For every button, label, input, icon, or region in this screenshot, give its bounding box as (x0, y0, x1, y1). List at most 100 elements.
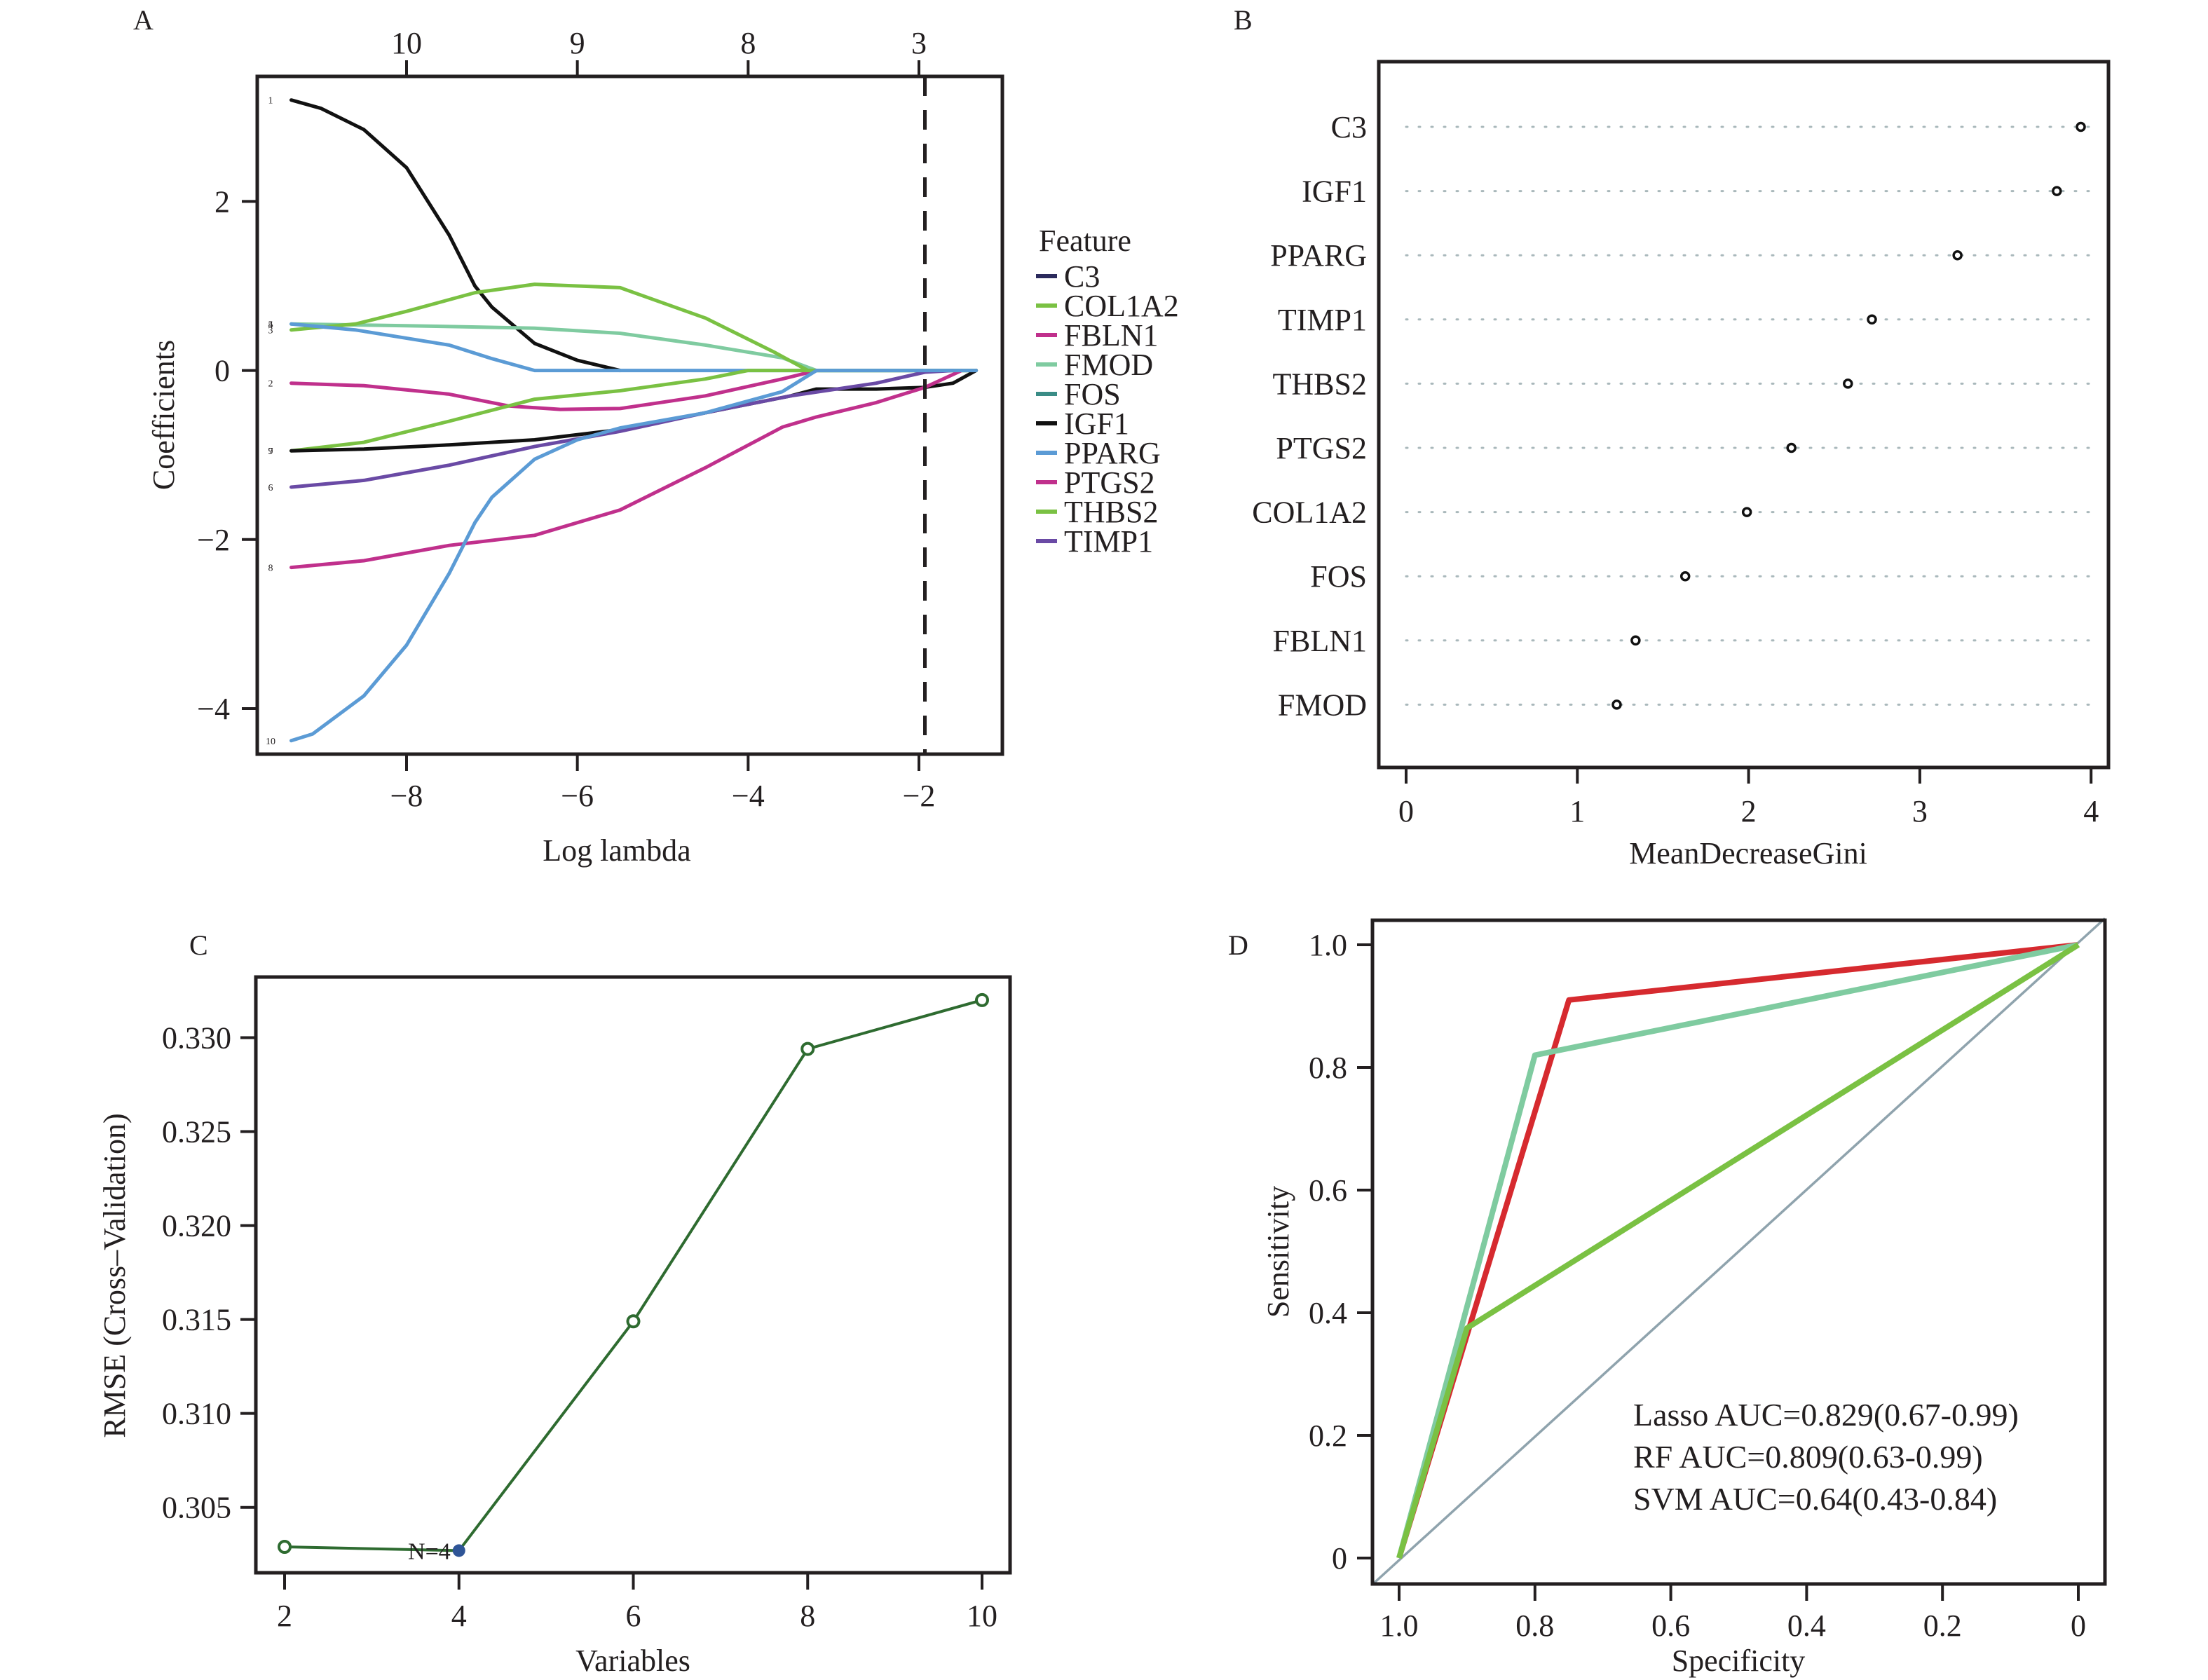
coefficient-path-2 (289, 369, 819, 411)
roc-curve-plot: 1.0 0.8 0.6 0.4 0.2 0 0 0.2 0.4 0.6 0.8 1.0 Lasso … (1261, 917, 2107, 1678)
y-axis: 0.305 0.310 0.315 0.320 0.325 0.330 (162, 1021, 256, 1525)
legend: Feature C3COL1A2FBLN1FMODFOSIGF1PPARGPTG… (1036, 224, 1179, 559)
y-tick-label: 0.4 (1309, 1296, 1347, 1330)
x-tick-label: 0.6 (1651, 1609, 1690, 1643)
rmse-point (800, 1042, 815, 1056)
x-tick-label: 0.8 (1515, 1609, 1554, 1643)
importance-point-ptgs2 (1786, 442, 1797, 453)
y-axis-title: Sensitivity (1261, 1186, 1295, 1318)
panel-label-b: B (1234, 4, 1253, 36)
legend-title: Feature (1039, 224, 1131, 258)
x-tick-label: 1 (1569, 794, 1585, 828)
legend-label-lasso: Lasso AUC=0.829(0.67-0.99) (1633, 1397, 2019, 1433)
coefficient-path-1 (289, 98, 622, 373)
rmse-point (278, 1539, 292, 1554)
reference-diagonal (1371, 917, 2106, 1585)
x-tick-label: 10 (967, 1599, 997, 1633)
roc-curve-rf (1396, 942, 2079, 1559)
x-tick-label: 0 (2071, 1609, 2086, 1643)
plot-frame (1377, 60, 2111, 770)
x-tick-label: −6 (561, 779, 594, 813)
importance-point-timp1 (1867, 314, 1877, 325)
row-label-igf1: IGF1 (1302, 175, 1367, 209)
row-label-thbs2: THBS2 (1273, 367, 1367, 401)
legend-label-ptgs2: PTGS2 (1064, 465, 1155, 500)
x-axis: 2 4 6 8 10 (277, 1573, 997, 1633)
top-tick-label: 10 (391, 26, 422, 60)
importance-point-fmod (1611, 699, 1622, 710)
row-label-col1a2: COL1A2 (1252, 496, 1367, 530)
importance-point-col1a2 (1741, 507, 1752, 517)
legend-label-timp1: TIMP1 (1064, 524, 1153, 559)
coefficient-path-4 (289, 322, 979, 373)
importance-point-fbln1 (1630, 635, 1641, 646)
legend-label-fos: FOS (1064, 377, 1121, 411)
x-axis-title: MeanDecreaseGini (1629, 836, 1867, 870)
x-tick-label: 4 (451, 1599, 467, 1633)
path-label-3: 3 (268, 326, 273, 336)
row-label-c3: C3 (1331, 110, 1367, 144)
path-label-9: 9 (268, 446, 273, 457)
coefficient-path-9 (289, 369, 979, 453)
x-tick-label: −2 (903, 779, 936, 813)
row-label-timp1: TIMP1 (1278, 303, 1367, 337)
path-label-10: 10 (266, 737, 275, 747)
y-axis-title: Coefficients (146, 340, 181, 490)
roc-curve-svm (1396, 942, 2080, 1559)
y-tick-label: 0 (214, 354, 230, 388)
path-index-labels: 1 435 2 97 6 8 10 (266, 96, 275, 747)
importance-point-igf1 (2052, 186, 2062, 196)
y-tick-label: 0.6 (1309, 1173, 1347, 1208)
x-tick-label: 0.2 (1923, 1609, 1962, 1643)
x-tick-label: 3 (1912, 794, 1928, 828)
x-tick-label: 0.4 (1787, 1609, 1826, 1643)
legend-label-svm: SVM AUC=0.64(0.43-0.84) (1633, 1481, 1997, 1517)
y-tick-label: 2 (214, 184, 230, 219)
rmse-point (975, 992, 989, 1007)
rf-importance-dotplot: C3 IGF1 PPARG TIMP1 THBS2 PTGS2 COL1A2 FOS FBLN1… (1252, 60, 2111, 870)
y-tick-label: 0.310 (162, 1397, 231, 1431)
x-tick-label: 2 (277, 1599, 292, 1633)
x-tick-label: 0 (1398, 794, 1414, 828)
path-label-7: 7 (268, 446, 273, 457)
y-tick-label: 0 (1332, 1541, 1347, 1576)
legend-label-col1a2: COL1A2 (1064, 289, 1179, 323)
y-tick-label: 0.320 (162, 1209, 231, 1243)
plot-frame (1370, 918, 2107, 1586)
best-point (452, 1544, 465, 1557)
coefficient-paths (289, 98, 979, 743)
coefficient-path-3 (289, 282, 979, 373)
importance-point-c3 (2076, 121, 2086, 132)
best-n-annotation: N=4 (408, 1538, 451, 1564)
y-tick-label: 0.330 (162, 1021, 231, 1056)
y-tick-label: 0.2 (1309, 1419, 1347, 1453)
panel-label-d: D (1228, 929, 1248, 961)
legend-label-pparg: PPARG (1064, 436, 1161, 470)
y-axis: −4 −2 0 2 (197, 184, 257, 726)
y-tick-label: 0.315 (162, 1303, 231, 1337)
legend-label-igf1: IGF1 (1064, 407, 1129, 441)
coefficient-path-8 (289, 369, 964, 570)
roc-curves (1371, 917, 2106, 1585)
top-axis: 10 9 8 3 (391, 26, 927, 76)
plot-frame (255, 74, 1004, 756)
row-label-pparg: PPARG (1270, 238, 1367, 273)
y-tick-label: 0.305 (162, 1491, 231, 1525)
path-label-5: 5 (268, 320, 273, 330)
path-label-1: 1 (268, 96, 273, 107)
rmse-line: N=4 (278, 992, 989, 1564)
row-label-fmod: FMOD (1278, 688, 1367, 722)
x-axis: 0 1 2 3 4 (1398, 767, 2099, 828)
y-tick-label: 0.325 (162, 1115, 231, 1149)
path-label-2: 2 (268, 379, 273, 390)
x-axis: 1.0 0.8 0.6 0.4 0.2 0 (1380, 1584, 2086, 1643)
importance-point-thbs2 (1843, 378, 1853, 389)
panel-label-a: A (133, 4, 154, 36)
x-tick-label: 1.0 (1380, 1609, 1419, 1643)
x-axis-title: Specificity (1672, 1644, 1806, 1678)
y-tick-label: −4 (197, 692, 230, 726)
x-tick-label: −8 (390, 779, 423, 813)
y-tick-label: 0.8 (1309, 1051, 1347, 1085)
y-tick-label: 1.0 (1309, 928, 1347, 962)
